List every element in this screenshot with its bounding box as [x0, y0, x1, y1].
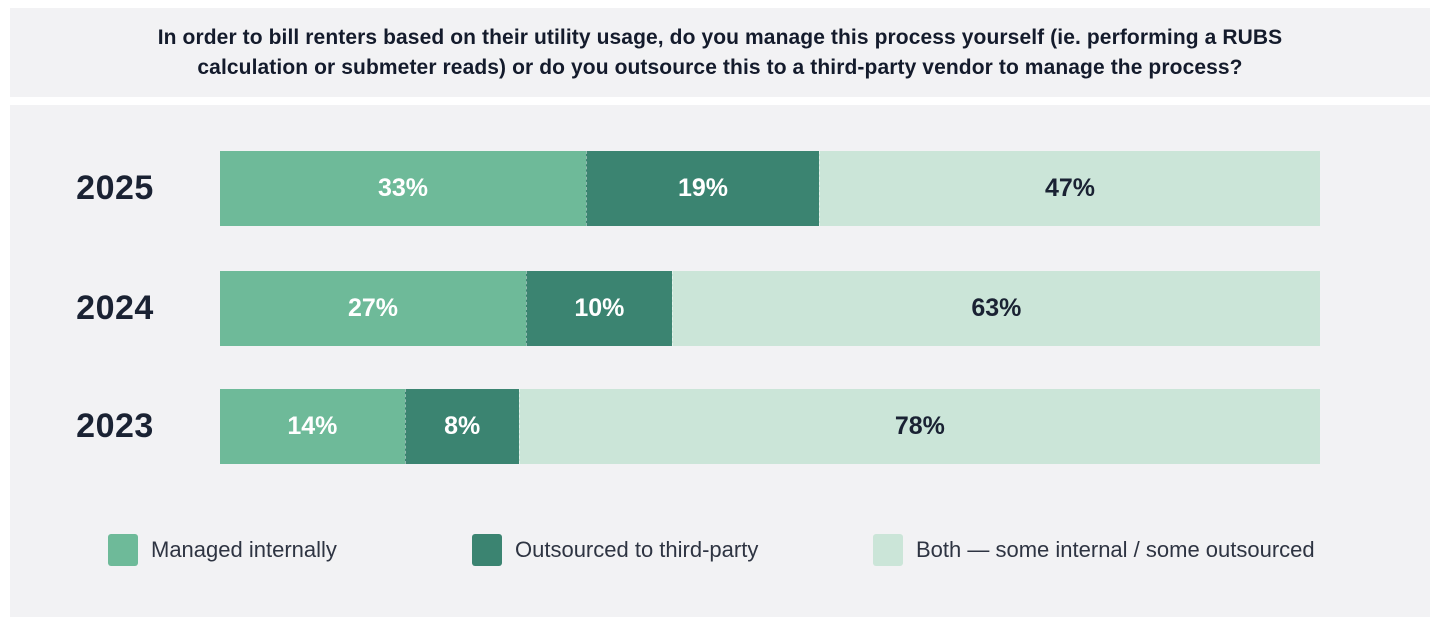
segment-outsourced-2025[interactable]: 19% [586, 151, 819, 226]
stacked-bar-2025: 33% 19% 47% [220, 151, 1320, 226]
question-title: In order to bill renters based on their … [157, 26, 1283, 79]
segment-both-2024[interactable]: 63% [671, 271, 1320, 346]
segment-both-2025[interactable]: 47% [818, 151, 1320, 226]
legend-swatch-outsourced [472, 533, 502, 566]
segment-managed-internally-2024[interactable]: 27% [220, 271, 526, 346]
stacked-bar-2024: 27% 10% 63% [220, 271, 1320, 346]
legend-label-outsourced: Outsourced to third-party [515, 536, 759, 562]
stacked-bar-2023: 14% 8% 78% [220, 389, 1320, 464]
segment-outsourced-2023[interactable]: 8% [404, 389, 519, 464]
legend-label-both: Both — some internal / some outsourced [916, 536, 1315, 562]
legend-swatch-both [873, 533, 903, 566]
segment-managed-internally-2025[interactable]: 33% [220, 151, 586, 226]
chart-panel: 2025 33% 19% 47% 2024 27% 10% 63% 2023 1… [10, 105, 1430, 617]
question-title-band: In order to bill renters based on their … [10, 8, 1430, 97]
legend-label-managed-internally: Managed internally [151, 536, 337, 562]
year-label-2023: 2023 [76, 407, 154, 445]
legend-item-outsourced: Outsourced to third-party [472, 533, 758, 566]
bar-row-2024: 2024 27% 10% 63% [10, 271, 1330, 346]
segment-outsourced-2024[interactable]: 10% [525, 271, 672, 346]
segment-managed-internally-2023[interactable]: 14% [220, 389, 405, 464]
bar-row-2023: 2023 14% 8% 78% [10, 389, 1330, 464]
year-label-2025: 2025 [76, 169, 154, 207]
year-label-2024: 2024 [76, 289, 154, 327]
bar-row-2025: 2025 33% 19% 47% [10, 151, 1330, 226]
legend-item-managed-internally: Managed internally [108, 533, 337, 566]
legend-item-both: Both — some internal / some outsourced [873, 533, 1315, 566]
segment-both-2023[interactable]: 78% [518, 389, 1320, 464]
legend-swatch-managed-internally [108, 533, 138, 566]
